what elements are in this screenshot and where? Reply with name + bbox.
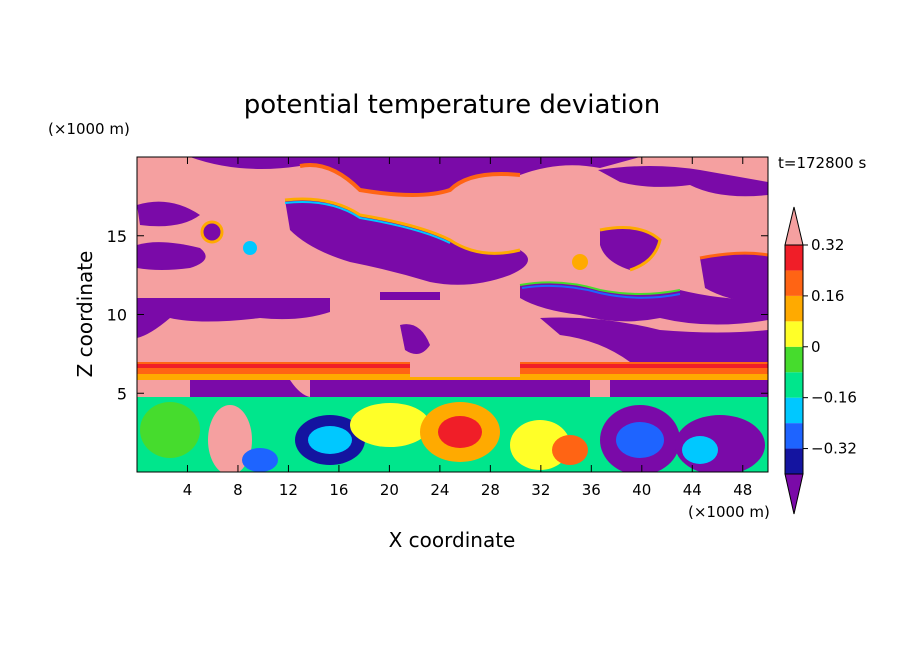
x-tick-label: 40 (632, 481, 651, 499)
x-tick-label: 20 (380, 481, 399, 499)
x-tick-label: 12 (279, 481, 298, 499)
contour-region (190, 157, 640, 195)
contour-region (137, 242, 206, 270)
x-tick-label: 44 (683, 481, 702, 499)
colorbar-tick-label: 0 (811, 338, 821, 356)
contour-blob (208, 405, 252, 472)
contour-region (310, 380, 590, 397)
y-tick-label: 5 (117, 384, 127, 403)
colorbar-segment (785, 397, 803, 424)
contour-region (137, 201, 200, 227)
contour-region (700, 253, 768, 302)
x-tick-label: 16 (329, 481, 348, 499)
contour-region (380, 292, 440, 300)
contour-region (610, 380, 768, 397)
contour-edge (284, 197, 521, 255)
x-tick-label: 24 (430, 481, 449, 499)
chart-title: potential temperature deviation (244, 90, 660, 120)
x-tick-label: 4 (183, 481, 193, 499)
contour-region (190, 380, 310, 397)
contour-blob (682, 436, 718, 464)
contour-edge (521, 284, 681, 299)
y-tick-label: 10 (107, 306, 127, 325)
contour-field (137, 157, 768, 472)
time-label: t=172800 s (778, 154, 866, 172)
y-tick-label: 15 (107, 227, 127, 246)
y-axis-title: Z coordinate (73, 251, 97, 378)
colorbar-tick-label: 0.16 (811, 287, 844, 305)
colorbar-segment (785, 245, 803, 271)
colorbar-tick-label: 0.32 (811, 236, 844, 254)
x-tick-label: 28 (481, 481, 500, 499)
contour-blob (438, 416, 482, 448)
contour-blob (350, 403, 430, 447)
colorbar-segment (785, 423, 803, 449)
contour-region (520, 282, 768, 325)
colorbar-segment (785, 346, 803, 373)
colorbar-frame (784, 244, 804, 475)
contour-blob (243, 241, 257, 255)
colorbar-segment (785, 321, 803, 347)
contour-region (400, 324, 430, 354)
contour-edge (284, 201, 451, 244)
colorbar-segment (785, 448, 803, 474)
contour-region (600, 227, 660, 270)
contour-region (598, 166, 768, 197)
y-axis-ticks: 5 10 15 (107, 227, 768, 403)
contour-blob (242, 448, 278, 472)
colorbar: 0.32 0.16 0 −0.16 −0.32 (784, 206, 857, 515)
x-axis-ticks: 4 8 12 16 20 24 28 32 36 40 44 48 (183, 157, 752, 499)
contour-edge (299, 163, 521, 197)
contour-blob (572, 254, 588, 270)
contour-edge (699, 251, 768, 260)
colorbar-tick-label: −0.32 (811, 440, 857, 458)
x-unit-label: (×1000 m) (688, 503, 770, 521)
colorbar-segment (785, 295, 803, 322)
colorbar-tick-label: −0.16 (811, 389, 857, 407)
colorbar-segment (785, 270, 803, 296)
contour-blob (308, 426, 352, 454)
y-unit-label: (×1000 m) (48, 120, 130, 138)
contour-blob (616, 422, 664, 458)
contour-blob (200, 220, 224, 244)
x-axis-title: X coordinate (389, 528, 516, 552)
contour-region (137, 298, 330, 338)
colorbar-bottom-arrow (784, 473, 804, 515)
x-tick-label: 36 (582, 481, 601, 499)
x-tick-label: 32 (531, 481, 550, 499)
x-tick-label: 48 (733, 481, 752, 499)
x-tick-label: 8 (233, 481, 243, 499)
contour-blob (140, 402, 200, 458)
contour-region (285, 199, 528, 285)
contour-edge (519, 281, 681, 295)
contour-region (540, 317, 768, 362)
contour-region (410, 360, 520, 377)
contour-blob (552, 435, 588, 465)
colorbar-top-arrow (784, 206, 804, 246)
colorbar-segment (785, 372, 803, 398)
contour-edge (599, 226, 662, 272)
